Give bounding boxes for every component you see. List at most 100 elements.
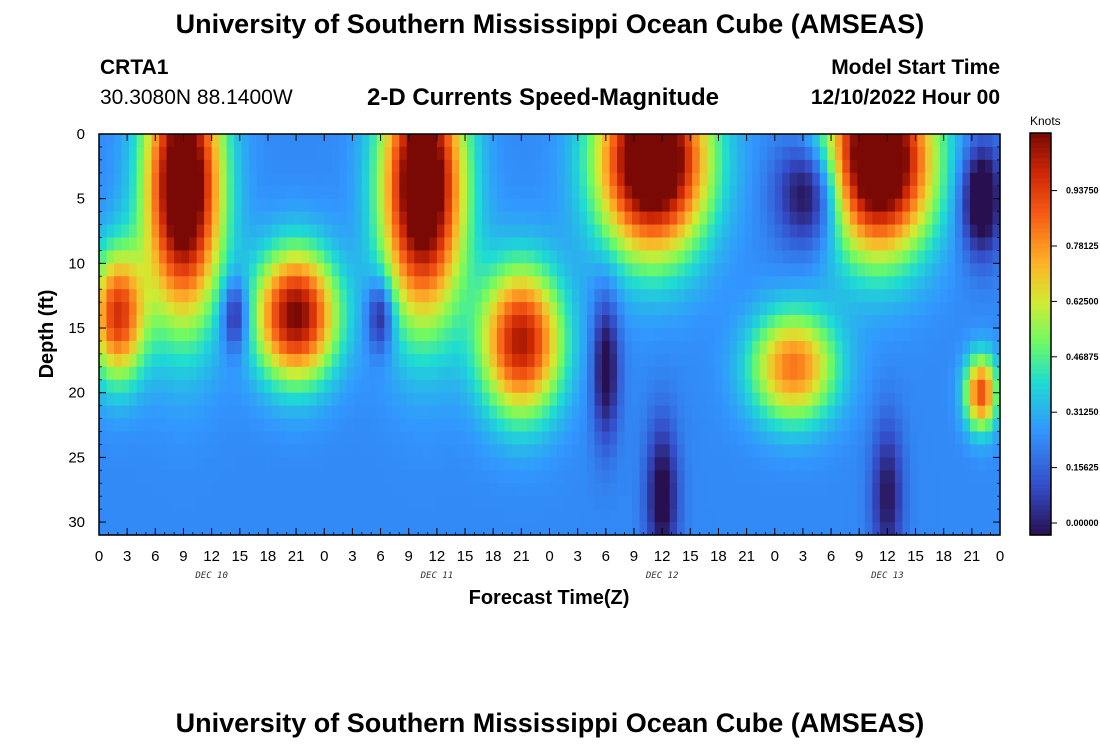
heatmap-cell (489, 211, 498, 226)
heatmap-cell (662, 431, 671, 446)
heatmap-cell (211, 250, 220, 264)
heatmap-cell (384, 483, 393, 497)
heatmap-cell (196, 470, 205, 484)
heatmap-cell (496, 172, 506, 187)
heatmap-cell (872, 509, 881, 523)
heatmap-cell (557, 418, 566, 433)
x-tick-label: 18 (710, 548, 727, 565)
heatmap-cell (902, 509, 911, 523)
heatmap-cell (451, 496, 460, 510)
heatmap-cell (729, 496, 738, 510)
heatmap-cell (309, 328, 318, 342)
heatmap-cell (819, 418, 828, 433)
heatmap-cell (136, 198, 145, 213)
heatmap-cell (414, 289, 423, 303)
heatmap-cell (767, 328, 776, 342)
heatmap-cell (939, 418, 949, 433)
heatmap-cell (346, 276, 355, 290)
heatmap-cell (737, 159, 746, 174)
heatmap-cell (849, 392, 858, 407)
heatmap-cell (744, 444, 753, 458)
heatmap-cell (557, 146, 566, 161)
heatmap-cell (759, 496, 768, 510)
heatmap-cell (181, 146, 190, 161)
heatmap-cell (511, 250, 521, 264)
heatmap-cell (579, 340, 588, 355)
heatmap-cell (429, 522, 438, 536)
heatmap-cell (534, 444, 543, 458)
heatmap-cell (909, 444, 919, 458)
heatmap-cell (406, 457, 415, 471)
heatmap-cell (924, 211, 934, 226)
heatmap-cell (819, 405, 828, 420)
heatmap-cell (632, 198, 641, 213)
heatmap-cell (189, 444, 198, 458)
heatmap-cell (684, 522, 693, 536)
heatmap-cell (954, 250, 964, 264)
heatmap-cell (196, 146, 205, 161)
heatmap-cell (324, 483, 333, 497)
heatmap-cell (166, 509, 175, 523)
heatmap-cell (632, 289, 641, 303)
heatmap-cell (496, 224, 506, 239)
heatmap-cell (181, 250, 190, 264)
heatmap-cell (782, 328, 791, 342)
heatmap-cell (144, 457, 153, 471)
heatmap-cell (129, 224, 138, 239)
heatmap-cell (309, 263, 318, 277)
heatmap-cell (842, 522, 851, 536)
heatmap-cell (827, 224, 836, 239)
heatmap-cell (279, 185, 288, 200)
heatmap-cell (669, 159, 678, 174)
heatmap-cell (369, 146, 378, 161)
heatmap-cell (977, 366, 986, 381)
heatmap-cell (917, 470, 926, 484)
heatmap-cell (234, 457, 243, 471)
heatmap-cell (744, 159, 753, 174)
heatmap-cell (136, 172, 145, 187)
heatmap-cell (549, 302, 558, 316)
heatmap-cell (842, 483, 851, 497)
heatmap-cell (812, 315, 821, 329)
heatmap-cell (647, 289, 656, 303)
heatmap-cell (511, 211, 521, 226)
heatmap-cell (369, 172, 378, 187)
heatmap-cell (767, 418, 776, 433)
heatmap-cell (894, 250, 903, 264)
colorbar-segment (1030, 213, 1051, 220)
heatmap-cell (587, 366, 596, 381)
heatmap-cell (714, 250, 723, 264)
heatmap-cell (722, 470, 731, 484)
heatmap-cell (962, 146, 971, 161)
heatmap-cell (346, 379, 355, 394)
heatmap-cell (767, 237, 776, 252)
heatmap-cell (729, 315, 738, 329)
heatmap-cell (99, 289, 108, 303)
heatmap-cell (932, 172, 941, 187)
heatmap-cell (391, 483, 400, 497)
heatmap-cell (947, 379, 956, 394)
heatmap-cell (699, 159, 708, 174)
heatmap-cell (541, 353, 551, 368)
heatmap-cell (429, 470, 438, 484)
heatmap-cell (226, 522, 235, 536)
heatmap-cell (301, 379, 310, 394)
heatmap-cell (879, 457, 888, 471)
heatmap-cell (511, 146, 521, 161)
heatmap-cell (557, 198, 566, 213)
heatmap-cell (481, 250, 491, 264)
heatmap-cell (294, 444, 303, 458)
heatmap-cell (234, 198, 243, 213)
heatmap-cell (909, 263, 919, 277)
heatmap-cell (211, 172, 220, 187)
heatmap-cell (189, 315, 198, 329)
heatmap-cell (526, 328, 536, 342)
colorbar-segment (1030, 524, 1051, 531)
heatmap-cell (279, 353, 288, 368)
heatmap-cell (114, 328, 123, 342)
heatmap-cell (219, 509, 228, 523)
heatmap-cell (166, 237, 175, 252)
heatmap-cell (151, 237, 160, 252)
heatmap-cell (587, 263, 596, 277)
heatmap-cell (354, 263, 363, 277)
